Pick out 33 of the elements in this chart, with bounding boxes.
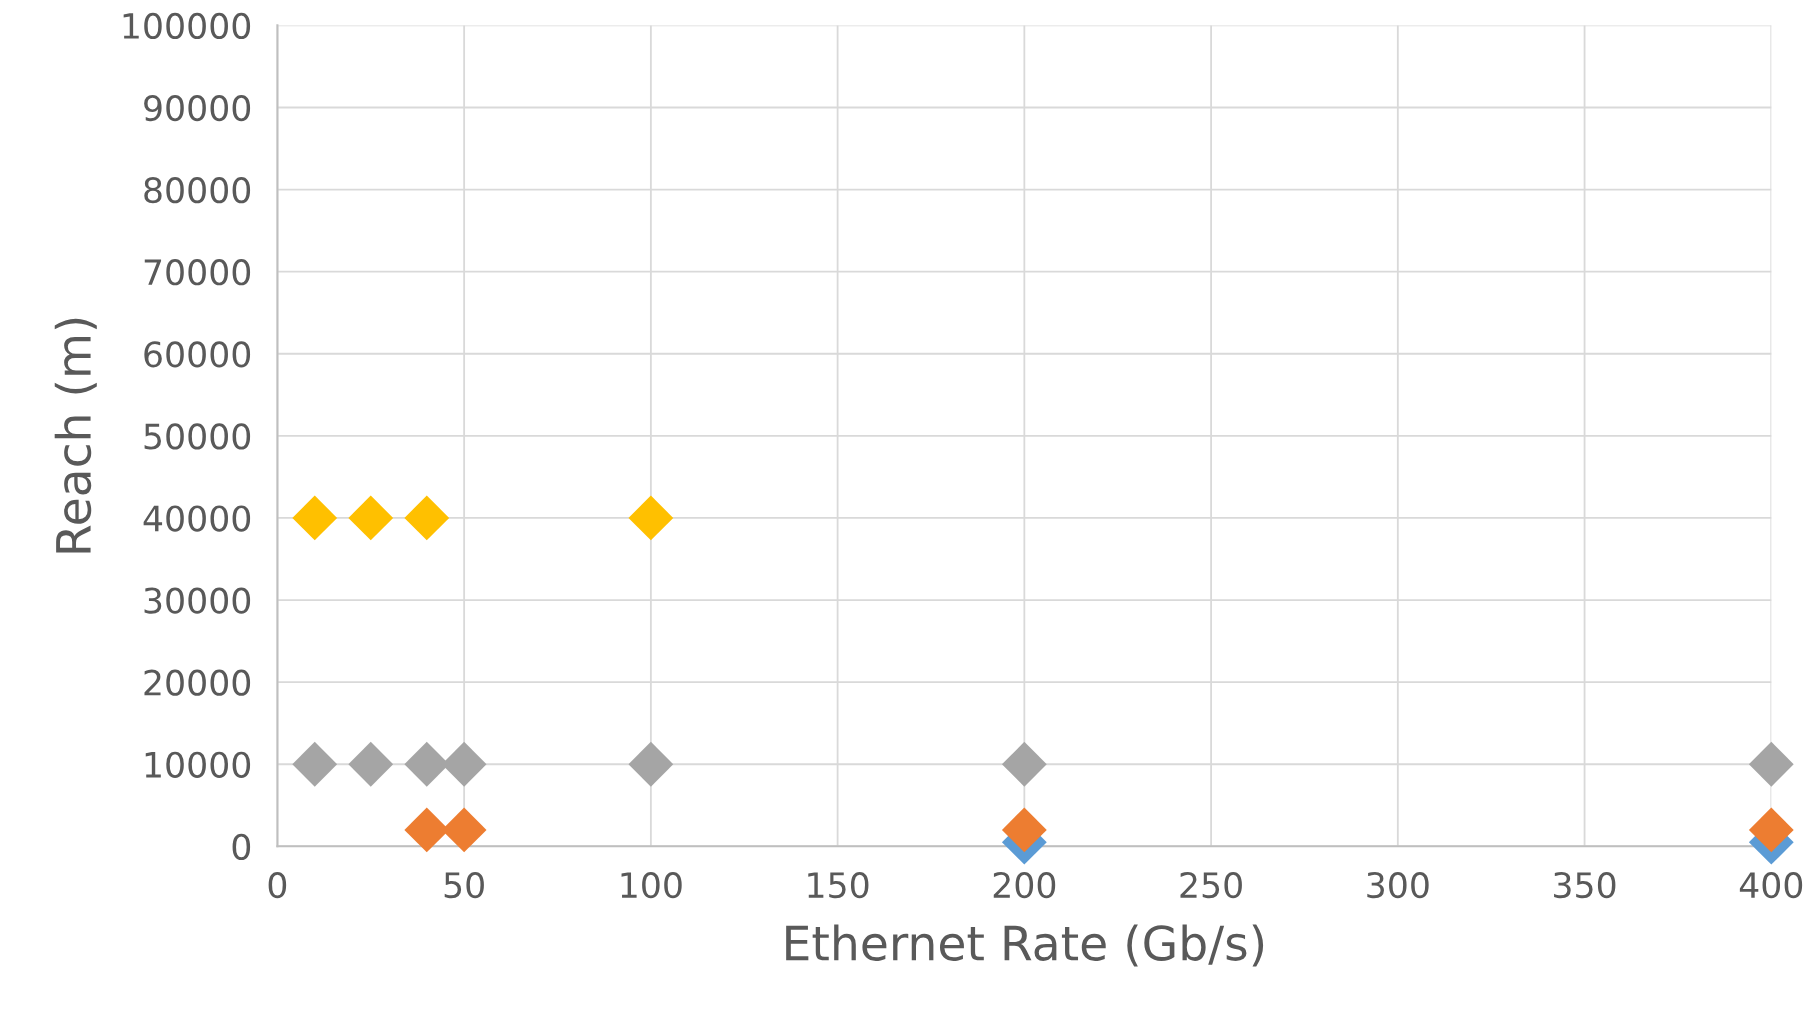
y-tick-label: 60000 <box>144 341 251 368</box>
y-tick-label: 70000 <box>144 259 251 286</box>
y-tick-label: 90000 <box>144 94 251 122</box>
x-tick-label: 50 <box>444 871 484 899</box>
y-tick-label: 10000 <box>145 751 251 778</box>
point <box>1001 741 1047 787</box>
x-tick-label: 0 <box>268 871 287 899</box>
point <box>1001 807 1047 853</box>
x-tick-label: 250 <box>1180 871 1242 899</box>
x-tick-label: 150 <box>808 871 869 899</box>
x-axis-title: Ethernet Rate (Gb/s) <box>786 924 1264 967</box>
point <box>348 495 394 541</box>
point <box>404 495 450 541</box>
y-tick-label: 40000 <box>143 505 251 532</box>
x-tick-label: 300 <box>1367 871 1429 899</box>
point <box>628 741 674 787</box>
x-tick-label: 100 <box>621 871 682 899</box>
point <box>1748 807 1794 853</box>
x-tick-label: 350 <box>1554 871 1616 899</box>
y-tick-label: 100000 <box>123 12 251 40</box>
point <box>292 741 338 787</box>
point <box>628 495 674 541</box>
y-tick-label: 50000 <box>144 423 251 450</box>
point <box>348 741 394 787</box>
point <box>1748 741 1794 787</box>
y-tick-label: 0 <box>232 833 251 861</box>
x-tick-label: 200 <box>993 871 1056 899</box>
y-tick-label: 80000 <box>144 177 251 204</box>
point <box>292 495 338 541</box>
y-axis-title: Reach (m) <box>54 318 97 553</box>
y-tick-label: 20000 <box>144 669 251 696</box>
x-tick-label: 400 <box>1739 871 1803 899</box>
y-tick-label: 30000 <box>144 587 251 614</box>
